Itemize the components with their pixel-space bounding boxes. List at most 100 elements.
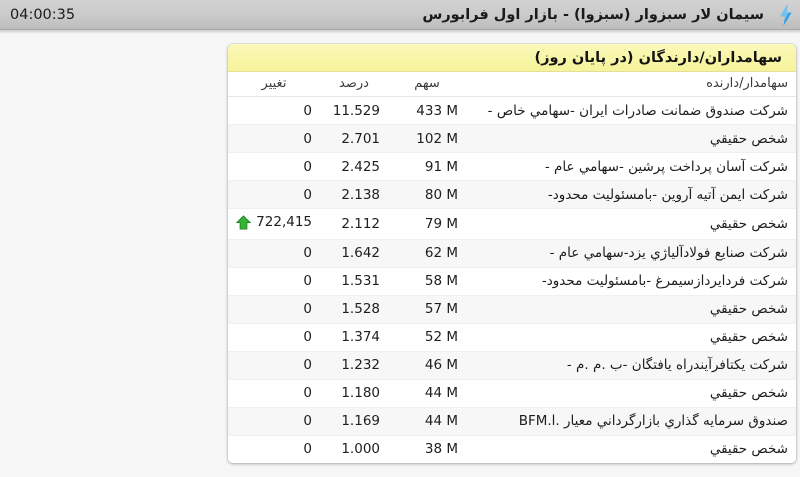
- table-row[interactable]: شخص حقیقي 79 M 2.112 722,415: [228, 208, 796, 240]
- change-value-wrapper: 0: [303, 385, 312, 401]
- table-row[interactable]: شخص حقیقي 57 M 1.528 0: [228, 295, 796, 324]
- cell-shares: 46 M: [388, 351, 466, 380]
- change-value-wrapper: 0: [303, 413, 312, 429]
- cell-holder-name: صندوق سرمایه گذاري بازارگرداني معیار .ا.…: [466, 407, 796, 436]
- cell-change: 0: [228, 435, 320, 463]
- cell-change: 722,415: [228, 208, 320, 240]
- change-value: 0: [303, 130, 312, 147]
- cell-holder-name: شخص حقیقي: [466, 435, 796, 463]
- cell-percent: 11.529: [320, 96, 388, 125]
- cell-holder-name: شخص حقیقي: [466, 379, 796, 408]
- change-value-wrapper: 0: [303, 245, 312, 261]
- cell-shares: 80 M: [388, 180, 466, 209]
- column-header-change[interactable]: تغییر: [228, 72, 320, 97]
- clock-label: 04:00:35: [10, 6, 76, 23]
- cell-change: 0: [228, 180, 320, 209]
- cell-shares: 433 M: [388, 96, 466, 125]
- cell-holder-name: شرکت ایمن آتیه آروین -بامسئولیت محدود-: [466, 180, 796, 209]
- cell-shares: 44 M: [388, 407, 466, 436]
- cell-shares: 58 M: [388, 267, 466, 296]
- cell-shares: 38 M: [388, 435, 466, 463]
- cell-shares: 62 M: [388, 239, 466, 268]
- cell-percent: 1.374: [320, 323, 388, 352]
- table-row[interactable]: شخص حقیقي 44 M 1.180 0: [228, 379, 796, 408]
- table-row[interactable]: شرکت فردایردازسیمرغ -بامسئولیت محدود- 58 …: [228, 267, 796, 296]
- cell-change: 0: [228, 379, 320, 408]
- cell-change: 0: [228, 96, 320, 125]
- cell-holder-name: شرکت آسان پرداخت پرشین -سهامي عام -: [466, 152, 796, 181]
- arrow-up-icon: [236, 214, 252, 230]
- cell-holder-name: شخص حقیقي: [466, 124, 796, 153]
- change-value: 0: [303, 245, 312, 261]
- cell-holder-name: شخص حقیقي: [466, 208, 796, 240]
- cell-holder-name: شرکت صنایع فولادآلیاژي یزد-سهامي عام -: [466, 239, 796, 268]
- cell-change: 0: [228, 351, 320, 380]
- change-value-wrapper: 0: [303, 329, 312, 345]
- cell-holder-name: شخص حقیقي: [466, 323, 796, 352]
- cell-holder-name: شخص حقیقي: [466, 295, 796, 324]
- table-row[interactable]: شرکت یکتافرآیندراه یافتگان -ب .م .م -46 …: [228, 351, 796, 380]
- table-body: شرکت صندوق ضمانت صادرات ایران -سهامي خاص…: [228, 96, 796, 463]
- cell-percent: 2.112: [320, 208, 388, 240]
- cell-change: 0: [228, 124, 320, 153]
- change-value: 0: [303, 273, 312, 289]
- cell-holder-name: شرکت صندوق ضمانت صادرات ایران -سهامي خاص…: [466, 96, 796, 125]
- table-row[interactable]: شرکت ایمن آتیه آروین -بامسئولیت محدود- 80…: [228, 180, 796, 209]
- table-row[interactable]: شرکت صنایع فولادآلیاژي یزد-سهامي عام -62…: [228, 239, 796, 268]
- table-header: سهامدار/دارنده سهم درصد تغییر: [228, 72, 796, 97]
- cell-percent: 1.232: [320, 351, 388, 380]
- cell-percent: 1.000: [320, 435, 388, 463]
- table-row[interactable]: شخص حقیقي 102 M 2.701 0: [228, 124, 796, 153]
- cell-change: 0: [228, 407, 320, 436]
- shareholders-table: سهامدار/دارنده سهم درصد تغییر شرکت صندوق…: [228, 72, 796, 463]
- content-area: سهامداران/دارندگان (در پایان روز) سهامدا…: [0, 34, 800, 477]
- change-value: 0: [303, 441, 312, 457]
- cell-shares: 57 M: [388, 295, 466, 324]
- cell-shares: 79 M: [388, 208, 466, 240]
- cell-change: 0: [228, 267, 320, 296]
- shareholders-card: سهامداران/دارندگان (در پایان روز) سهامدا…: [228, 44, 796, 463]
- cell-change: 0: [228, 295, 320, 324]
- cell-change: 0: [228, 152, 320, 181]
- cell-shares: 102 M: [388, 124, 466, 153]
- app-bar-shadow: [0, 30, 800, 34]
- cell-shares: 44 M: [388, 379, 466, 408]
- cell-holder-name: شرکت فردایردازسیمرغ -بامسئولیت محدود-: [466, 267, 796, 296]
- change-value: 0: [303, 329, 312, 345]
- cell-percent: 1.528: [320, 295, 388, 324]
- change-value: 0: [303, 385, 312, 401]
- cell-holder-name: شرکت یکتافرآیندراه یافتگان -ب .م .م -: [466, 351, 796, 380]
- app-bar: 04:00:35 سیمان لار سبزوار (سبزوا) - بازا…: [0, 0, 800, 30]
- cell-percent: 1.642: [320, 239, 388, 268]
- change-value-wrapper: 0: [303, 357, 312, 373]
- change-value-wrapper: 0: [303, 187, 312, 203]
- change-value-wrapper: 0: [303, 103, 312, 119]
- table-header-row: سهامدار/دارنده سهم درصد تغییر: [228, 72, 796, 97]
- cell-shares: 91 M: [388, 152, 466, 181]
- cell-percent: 2.138: [320, 180, 388, 209]
- column-header-name[interactable]: سهامدار/دارنده: [466, 72, 796, 97]
- cell-percent: 1.180: [320, 379, 388, 408]
- instrument-title: سیمان لار سبزوار (سبزوا) - بازار اول فرا…: [422, 6, 764, 23]
- change-value: 0: [303, 158, 312, 175]
- change-value-wrapper: 0: [303, 273, 312, 289]
- card-title: سهامداران/دارندگان (در پایان روز): [534, 49, 782, 66]
- cell-percent: 1.531: [320, 267, 388, 296]
- column-header-shares[interactable]: سهم: [388, 72, 466, 97]
- table-row[interactable]: شخص حقیقي 38 M 1.000 0: [228, 435, 796, 463]
- table-row[interactable]: شخص حقیقي 52 M 1.374 0: [228, 323, 796, 352]
- table-row[interactable]: صندوق سرمایه گذاري بازارگرداني معیار .ا.…: [228, 407, 796, 436]
- change-value-wrapper: 0: [303, 131, 312, 147]
- cell-change: 0: [228, 239, 320, 268]
- change-value-wrapper: 0: [303, 301, 312, 317]
- change-value: 0: [303, 186, 312, 203]
- shareholders-card-header: سهامداران/دارندگان (در پایان روز): [228, 44, 796, 72]
- cell-percent: 2.425: [320, 152, 388, 181]
- change-value: 0: [303, 413, 312, 429]
- change-value: 0: [303, 357, 312, 373]
- table-row[interactable]: شرکت صندوق ضمانت صادرات ایران -سهامي خاص…: [228, 96, 796, 125]
- column-header-percent[interactable]: درصد: [320, 72, 388, 97]
- cell-shares: 52 M: [388, 323, 466, 352]
- change-value: 0: [303, 102, 312, 119]
